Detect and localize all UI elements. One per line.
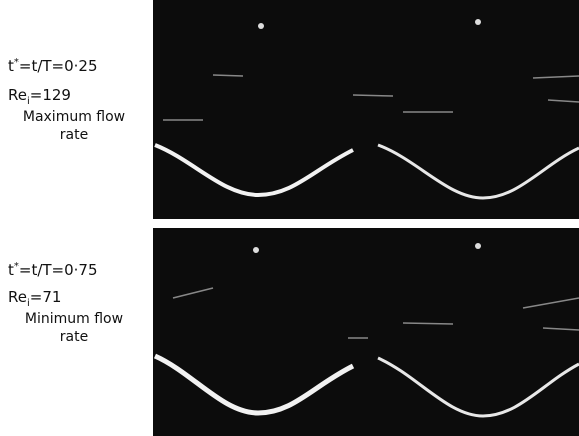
text: =t/T=0·25 [19, 57, 98, 75]
reynolds-label: Rei=129 [8, 88, 71, 107]
figure: t*=t/T=0·25 Rei=129 Maximum flowrate t*=… [0, 0, 579, 436]
flow-photo [153, 0, 579, 219]
text: Minimum flow [4, 310, 144, 328]
time-label: t*=t/T=0·75 [8, 262, 98, 278]
text: rate [4, 126, 144, 144]
text: rate [4, 328, 144, 346]
text: =129 [30, 86, 71, 104]
text: =71 [30, 288, 62, 306]
text: Re [8, 288, 27, 306]
text: Maximum flow [4, 108, 144, 126]
flow-photo [153, 228, 579, 436]
text: Re [8, 86, 27, 104]
reynolds-label: Rei=71 [8, 290, 61, 309]
time-label: t*=t/T=0·25 [8, 58, 98, 74]
text: =t/T=0·75 [19, 261, 98, 279]
